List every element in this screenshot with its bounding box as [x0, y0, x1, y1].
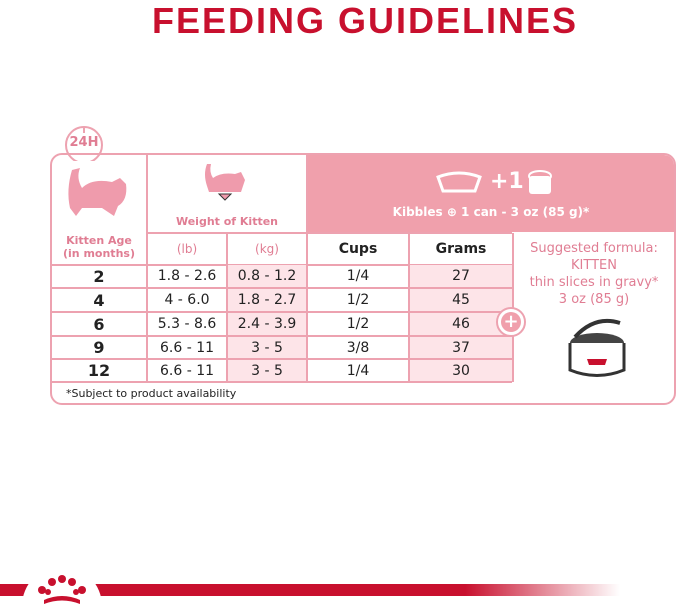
- suggested-line2: KITTEN: [571, 258, 617, 273]
- row-age-cell: 12: [87, 361, 111, 380]
- combo-header: +1 Kibbles ⊕ 1 can - 3 oz (85 g)*: [308, 155, 674, 232]
- row-age-cell: 2: [52, 265, 146, 289]
- row-grams-cell: 45: [410, 289, 512, 313]
- row-lb-cell: 1.8 - 2.6: [148, 265, 226, 289]
- kitten-icon: [68, 168, 127, 216]
- lb-header: (lb): [176, 242, 198, 256]
- feeding-table: [50, 153, 676, 405]
- footnote: *Subject to product availability: [66, 387, 237, 400]
- can-icon: [528, 170, 552, 194]
- age-header: Kitten Age (in months): [63, 234, 135, 260]
- row-lb-cell: 6.6 - 11: [159, 362, 215, 379]
- row-kg-cell: 3 - 5: [228, 337, 306, 360]
- row-age-cell: 4: [52, 289, 146, 313]
- suggested-formula: Suggested formula: KITTEN thin slices in…: [514, 240, 674, 308]
- row-grams-cell: 27: [410, 265, 512, 289]
- kg-header: (kg): [255, 242, 279, 256]
- row-grams-cell: 30: [410, 360, 512, 381]
- row-cups-cell: 1/2: [308, 313, 408, 337]
- badge-text: 24H: [69, 135, 99, 150]
- grams-header: Grams: [435, 241, 487, 257]
- suggested-line4: 3 oz (85 g): [558, 292, 630, 307]
- row-age-cell: 6: [52, 313, 146, 337]
- row-lb-cell: 6.6 - 11: [148, 337, 226, 360]
- plus-icon: +: [496, 307, 526, 337]
- plus-one: +1: [490, 169, 524, 194]
- row-kg-cell: 2.4 - 3.9: [228, 313, 306, 337]
- weight-header: Weight of Kitten: [175, 215, 279, 228]
- row-cups-cell: 3/8: [308, 337, 408, 360]
- suggested-line3: thin slices in gravy*: [529, 275, 659, 290]
- combo-label: Kibbles ⊕ 1 can - 3 oz (85 g)*: [392, 205, 590, 219]
- bowl-icon: [436, 171, 482, 193]
- wet-food-can-icon: [568, 318, 626, 377]
- row-grams-cell: 46: [410, 313, 512, 337]
- suggested-line1: Suggested formula:: [530, 241, 658, 256]
- row-age-cell: 9: [52, 337, 146, 360]
- row-kg-cell: 1.8 - 2.7: [228, 289, 306, 313]
- weight-kitten-icon: [205, 164, 245, 201]
- royal-canin-crown-logo: [22, 566, 102, 606]
- row-cups-cell: 1/4: [308, 265, 408, 289]
- cups-header: Cups: [338, 241, 378, 257]
- row-kg-cell: 3 - 5: [228, 360, 306, 381]
- row-lb-cell: 4 - 6.0: [148, 289, 226, 313]
- row-lb-cell: 5.3 - 8.6: [148, 313, 226, 337]
- brand-line: [0, 584, 620, 596]
- page-title: FEEDING GUIDELINES: [151, 0, 579, 41]
- row-kg-cell: 0.8 - 1.2: [228, 265, 306, 289]
- row-cups-cell: 1/2: [308, 289, 408, 313]
- row-cups-cell: 1/4: [346, 362, 370, 379]
- row-grams-cell: 37: [410, 337, 512, 360]
